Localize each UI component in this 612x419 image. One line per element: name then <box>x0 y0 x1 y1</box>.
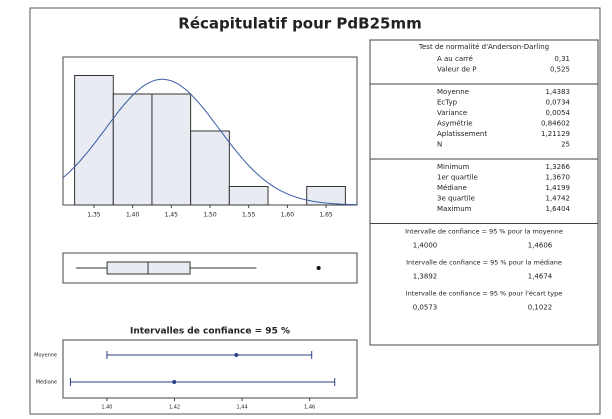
stat-value: 1,3670 <box>546 174 571 182</box>
plot-frame <box>62 339 358 399</box>
bar <box>74 75 114 206</box>
y-tick-label: Médiane <box>36 379 57 386</box>
y-tick-label: Moyenne <box>34 353 57 359</box>
x-tick-label: 1,55 <box>242 212 256 219</box>
bar <box>151 93 192 206</box>
stat-label: Maximum <box>437 205 472 213</box>
stat-value: 25 <box>561 141 570 149</box>
stat-label: Aplatissement <box>437 130 487 138</box>
stat-label: Asymétrie <box>437 120 473 128</box>
stat-label: Médiane <box>437 184 467 192</box>
interval-low: 0,0573 <box>413 304 438 312</box>
stat-value: 1,21129 <box>541 130 570 138</box>
x-tick-label: 1,50 <box>203 212 217 219</box>
x-tick-label: 1,65 <box>319 212 333 219</box>
stat-label: EcTyp <box>437 99 458 107</box>
table-heading: Test de normalité d'Anderson-Darling <box>418 43 549 51</box>
stat-value: 0,0054 <box>546 109 571 117</box>
x-tick-label: 1,46 <box>304 405 315 411</box>
interval-high: 0,1022 <box>528 304 553 312</box>
interval-low: 1,4000 <box>413 242 438 250</box>
point <box>234 353 239 357</box>
bar <box>112 93 153 206</box>
box <box>106 261 191 275</box>
x-tick-label: 1,60 <box>281 212 295 219</box>
stat-value: 0,0734 <box>546 99 571 107</box>
stat-label: N <box>437 141 442 149</box>
stat-label: Variance <box>437 109 467 117</box>
stat-value: 1,6404 <box>546 205 571 213</box>
interval-heading: Intervalle de confiance = 95 % pour la m… <box>405 228 563 236</box>
outlier <box>316 266 321 270</box>
x-tick-label: 1,40 <box>126 212 140 219</box>
bar <box>190 130 230 206</box>
interval-high: 1,4606 <box>528 242 553 250</box>
stat-label: Minimum <box>437 163 470 171</box>
x-tick-label: 1,35 <box>87 212 101 219</box>
x-tick-label: 1,45 <box>165 212 179 219</box>
x-tick-label: 1,42 <box>169 405 180 411</box>
x-tick-label: 1,44 <box>237 405 248 411</box>
stat-value: 0,31 <box>554 55 570 63</box>
interval-high: 1,4674 <box>528 273 553 281</box>
bar <box>306 186 346 206</box>
stat-value: 1,4199 <box>546 184 571 192</box>
interval-low: 1,3892 <box>413 273 438 281</box>
normal-curve <box>62 78 357 206</box>
stat-value: 1,4742 <box>546 195 571 203</box>
interval-title: Intervalles de confiance = 95 % <box>130 327 290 337</box>
x-tick-label: 1,40 <box>101 405 112 411</box>
main-title: Récapitulatif pour PdB25mm <box>178 15 421 33</box>
interval-heading: Intervalle de confiance = 95 % pour l'éc… <box>406 290 562 298</box>
stat-value: 0,525 <box>550 66 570 74</box>
bar <box>228 186 269 206</box>
interval-heading: Intervalle de confiance = 95 % pour la m… <box>406 259 562 267</box>
stat-label: Valeur de P <box>437 66 477 74</box>
stat-label: Moyenne <box>437 88 469 96</box>
point <box>172 380 177 384</box>
stat-value: 1,4383 <box>546 88 571 96</box>
stats-table <box>369 39 599 346</box>
stat-label: A au carré <box>437 55 473 63</box>
stat-label: 3e quartile <box>437 195 475 203</box>
stat-value: 0,84602 <box>541 120 570 128</box>
stat-value: 1,3266 <box>546 163 571 171</box>
stat-label: 1er quartile <box>437 174 478 182</box>
